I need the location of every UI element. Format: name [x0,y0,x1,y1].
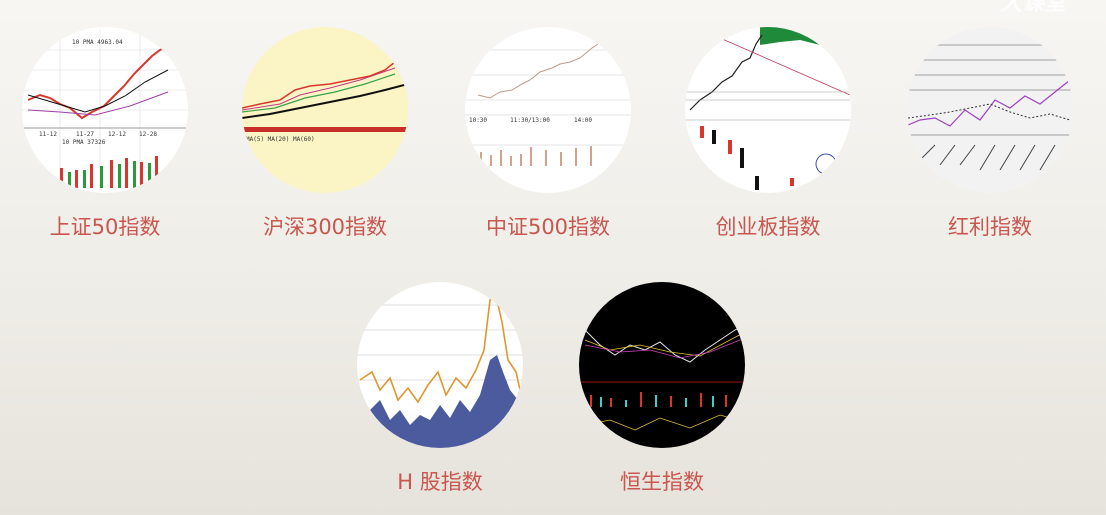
thumbnail-text: 12-12 [108,131,126,138]
thumbnail-text: 10:30 [469,117,487,124]
index-label: 红利指数 [948,215,1032,239]
index-label: 创业板指数 [716,215,821,239]
watermark: 大课堂 [1000,0,1069,16]
thumbnail: MA(5) MA(20) MA(60) [242,27,408,193]
thumbnail [685,27,851,193]
thumbnail-text: 11-12 [39,131,57,138]
thumbnail-text: 12-28 [139,131,157,138]
svg-text:MA(5) MA(20) MA(60): MA(5) MA(20) MA(60) [246,136,315,143]
index-label: 恒生指数 [620,470,704,494]
index-label: 上证50指数 [50,215,161,239]
thumbnail [579,282,745,448]
thumbnail-text: 10 PMA 37326 [62,139,106,146]
thumbnail-text: 10 PMA 4963.04 [72,39,123,46]
thumbnail: 10:30 11:30/13:00 14:00 [465,27,631,193]
index-label: H 股指数 [397,470,482,494]
thumbnail-text: 11-27 [76,131,94,138]
thumbnail [907,27,1073,193]
thumbnail: 10 PMA 4963.04 11-12 11-27 12-12 12-28 1… [22,27,188,193]
thumbnail-text: 14:00 [574,117,592,124]
index-label: 中证500指数 [486,215,610,239]
thumbnail-text: 11:30/13:00 [510,117,550,124]
thumbnail [357,282,523,448]
index-label: 沪深300指数 [263,215,387,239]
